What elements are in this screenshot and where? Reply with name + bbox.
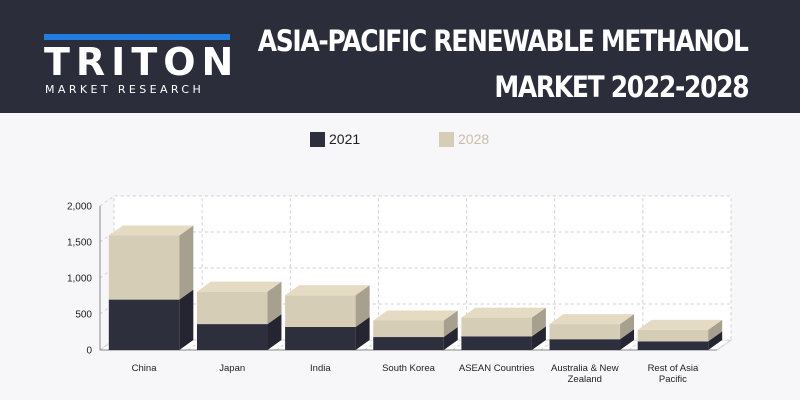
bar-2021-front xyxy=(373,337,444,350)
legend-label-2028: 2028 xyxy=(458,131,490,147)
page-title-line-2: MARKET 2022-2028 xyxy=(494,70,749,104)
triton-logo: TRITON MARKET RESEARCH xyxy=(44,30,234,100)
legend-item-2021[interactable]: 2021 xyxy=(310,131,360,147)
bar-2021-side xyxy=(708,331,723,350)
gridline-y xyxy=(99,231,731,243)
bar-2021-front xyxy=(461,336,532,350)
legend-label-2021: 2021 xyxy=(329,131,361,147)
bar-2028-front xyxy=(196,291,268,325)
bar-2028-front xyxy=(373,320,444,338)
legend-item-2028[interactable]: 2028 xyxy=(439,131,489,147)
bar-2021-front xyxy=(196,324,268,350)
x-tick-label: India xyxy=(310,363,331,374)
y-tick-label: 0 xyxy=(86,346,92,357)
bar-2028-front xyxy=(285,295,356,327)
bar-2021-side xyxy=(443,327,458,350)
y-tick-label: 1,500 xyxy=(67,238,92,249)
logo-tagline: MARKET RESEARCH xyxy=(45,83,205,96)
bar-2021-side xyxy=(267,314,282,350)
y-tick-label: 500 xyxy=(75,310,92,321)
bar-2028-top xyxy=(285,285,370,296)
x-tick-label: Zealand xyxy=(568,374,602,385)
x-tick-label: Pacific xyxy=(659,374,687,385)
bar-2028-front xyxy=(461,317,532,337)
bar-2028-front xyxy=(637,329,709,342)
x-tick-label: Rest of Asia xyxy=(648,363,699,374)
bar-2028-side xyxy=(531,307,546,337)
bar-2028-top xyxy=(461,307,546,318)
bar-2028-side xyxy=(267,281,282,325)
bar-2021-front xyxy=(549,339,621,350)
legend-swatch-2028 xyxy=(439,131,454,147)
bar-2028-top xyxy=(196,281,282,292)
bar-2028-side xyxy=(708,319,723,342)
bar-2028-top xyxy=(549,314,635,325)
bar-2021-side xyxy=(179,289,194,350)
bar-2028-top xyxy=(108,225,194,236)
gridline-y xyxy=(99,303,731,315)
page-title-line-1: ASIA-PACIFIC RENEWABLE METHANOL xyxy=(258,24,749,58)
x-tick-label: South Korea xyxy=(382,363,436,374)
x-tick-label: China xyxy=(132,363,158,374)
y-tick-label: 2,000 xyxy=(67,202,92,213)
bar-2021-front xyxy=(637,341,709,350)
x-tick-label: Australia & New xyxy=(551,363,619,374)
x-tick-label: Japan xyxy=(219,363,245,374)
bar-2028-side xyxy=(179,225,194,300)
gridline-y xyxy=(99,195,731,207)
logo-accent-bar xyxy=(44,34,230,40)
bar-2021-side xyxy=(620,329,635,350)
bar-2028-top xyxy=(373,310,458,321)
y-tick-label: 1,000 xyxy=(67,274,92,285)
bar-2028-side xyxy=(443,310,458,338)
bar-2028-front xyxy=(108,235,180,300)
header-banner: TRITON MARKET RESEARCH ASIA-PACIFIC RENE… xyxy=(0,0,800,113)
legend-swatch-2021 xyxy=(310,131,325,147)
bar-2021-side xyxy=(531,326,546,350)
x-tick-label: ASEAN Countries xyxy=(459,363,535,374)
bar-2021-front xyxy=(285,326,356,350)
bar-2028-side xyxy=(355,285,370,327)
gridline-y xyxy=(99,267,731,279)
logo-wordmark: TRITON xyxy=(44,40,240,84)
bar-2028-top xyxy=(637,319,723,330)
bar-2028-side xyxy=(620,314,635,340)
bar-2028-front xyxy=(549,324,621,340)
bar-2021-side xyxy=(355,316,370,350)
chart-legend: 2021 2028 xyxy=(0,131,800,151)
bar-2021-front xyxy=(108,299,180,350)
